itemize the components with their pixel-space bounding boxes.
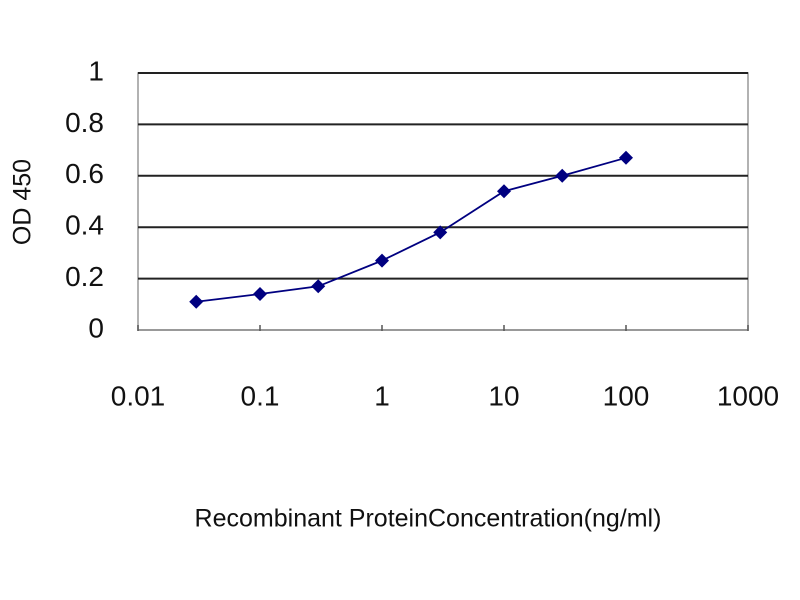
data-marker bbox=[619, 150, 633, 165]
y-tick-label: 0 bbox=[88, 312, 104, 343]
data-marker bbox=[433, 225, 448, 240]
x-axis-title: Recombinant ProteinConcentration(ng/ml) bbox=[195, 505, 662, 533]
x-tick-label: 100 bbox=[603, 380, 650, 411]
data-marker bbox=[311, 279, 326, 294]
y-tick-label: 0.8 bbox=[65, 107, 104, 138]
y-tick-label: 1 bbox=[88, 55, 104, 86]
y-tick-label: 0.6 bbox=[65, 158, 104, 189]
data-marker bbox=[497, 184, 511, 199]
x-tick-label: 1 bbox=[374, 380, 390, 411]
y-tick-label: 0.2 bbox=[65, 261, 104, 292]
data-marker bbox=[189, 294, 204, 309]
x-tick-label: 10 bbox=[488, 380, 519, 411]
data-marker bbox=[375, 253, 389, 268]
y-tick-label: 0.4 bbox=[65, 210, 104, 241]
data-marker bbox=[253, 287, 267, 302]
x-tick-label: 0.01 bbox=[111, 380, 166, 411]
x-tick-label: 1000 bbox=[717, 380, 779, 411]
data-marker bbox=[555, 168, 570, 183]
x-tick-label: 0.1 bbox=[241, 380, 280, 411]
y-axis-title: OD 450 bbox=[9, 159, 37, 245]
series-line bbox=[196, 156, 627, 303]
plot-area bbox=[137, 72, 749, 331]
